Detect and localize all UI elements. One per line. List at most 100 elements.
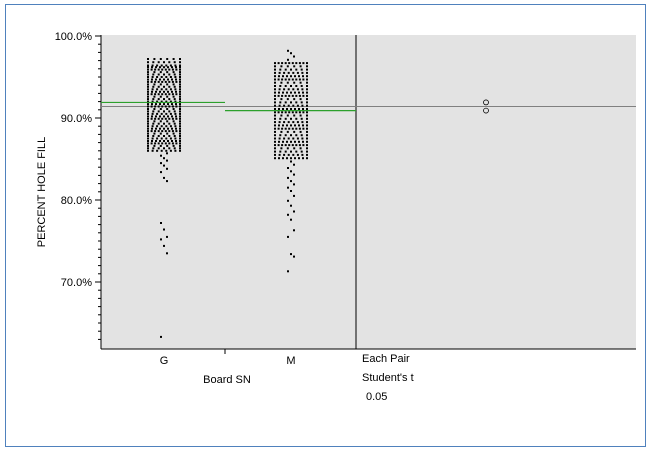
- data-point-g: [169, 149, 172, 152]
- data-point-g: [173, 122, 176, 125]
- data-point-m: [306, 81, 308, 84]
- data-point-g: [151, 125, 154, 128]
- data-point-m: [298, 144, 301, 147]
- data-point-m: [293, 210, 295, 213]
- x-axis-title: Board SN: [203, 374, 251, 386]
- data-point-g: [161, 117, 164, 120]
- data-point-m: [300, 101, 303, 104]
- data-point-g: [168, 135, 171, 137]
- data-point-m: [283, 137, 286, 140]
- data-point-g: [153, 120, 156, 123]
- data-point-g: [179, 130, 181, 133]
- data-point-m: [277, 94, 280, 97]
- data-point-g: [179, 83, 181, 86]
- data-point-g: [159, 66, 161, 69]
- data-point-g: [160, 335, 162, 338]
- data-point-m: [287, 71, 290, 74]
- data-point-g: [166, 108, 169, 110]
- comparison-circle-1: [483, 99, 489, 106]
- data-point-g: [175, 115, 177, 118]
- data-point-m: [306, 121, 308, 124]
- data-point-m: [281, 111, 284, 114]
- data-point-g: [166, 83, 169, 86]
- data-point-m: [290, 204, 292, 207]
- data-point-g: [160, 88, 163, 91]
- data-point-g: [179, 90, 181, 93]
- data-point-g: [160, 222, 162, 224]
- data-point-g: [154, 68, 157, 71]
- data-point-g: [159, 132, 162, 135]
- data-point-m: [274, 130, 276, 133]
- data-point-g: [174, 112, 177, 115]
- data-point-m: [274, 147, 276, 150]
- data-point-m: [306, 94, 308, 97]
- data-point-m: [293, 65, 296, 68]
- data-point-g: [152, 147, 155, 150]
- data-point-g: [154, 142, 157, 145]
- data-point-g: [155, 78, 157, 81]
- data-point-g: [161, 105, 164, 108]
- data-point-m: [286, 130, 289, 133]
- data-point-g: [147, 95, 149, 98]
- data-point-g: [166, 132, 169, 135]
- data-point-m: [298, 157, 300, 160]
- data-point-g: [168, 85, 171, 88]
- data-point-m: [302, 127, 305, 130]
- data-point-m: [280, 147, 283, 150]
- data-point-g: [179, 80, 181, 83]
- data-point-m: [290, 75, 292, 78]
- data-point-g: [157, 142, 160, 145]
- comparison-circles: [483, 99, 489, 114]
- data-point-g: [147, 117, 149, 120]
- data-point-m: [278, 71, 281, 74]
- data-point-g: [171, 127, 173, 130]
- data-point-g: [179, 98, 181, 101]
- data-point-m: [292, 88, 295, 91]
- data-point-g: [179, 132, 181, 135]
- comparison-label-line1: Each Pair: [362, 353, 410, 365]
- data-point-m: [293, 194, 295, 197]
- data-point-g: [159, 78, 161, 81]
- data-point-m: [298, 91, 300, 94]
- data-point-m: [294, 140, 296, 143]
- data-point-g: [168, 73, 171, 76]
- data-point-g: [168, 80, 171, 83]
- data-point-m: [291, 62, 294, 65]
- data-point-g: [161, 142, 164, 145]
- data-point-m: [292, 71, 295, 74]
- data-point-g: [168, 105, 171, 108]
- data-point-m: [282, 75, 284, 78]
- data-point-g: [165, 88, 168, 91]
- data-point-g: [166, 71, 169, 74]
- data-point-g: [147, 108, 149, 110]
- data-point-g: [164, 130, 167, 133]
- data-point-m: [287, 88, 290, 91]
- data-point-m: [295, 150, 298, 153]
- data-point-m: [279, 150, 282, 153]
- data-point-g: [155, 127, 157, 130]
- data-point-m: [296, 104, 299, 107]
- data-point-m: [286, 124, 288, 127]
- data-point-m: [306, 88, 308, 91]
- data-point-m: [281, 78, 284, 81]
- data-point-g: [164, 93, 167, 96]
- data-point-g: [179, 103, 181, 106]
- data-point-g: [172, 144, 175, 147]
- data-point-m: [306, 117, 308, 120]
- data-point-g: [155, 115, 157, 118]
- data-point-m: [295, 111, 298, 114]
- data-point-m: [295, 78, 298, 81]
- data-point-m: [295, 85, 298, 87]
- data-point-g: [165, 100, 168, 103]
- data-point-m: [296, 88, 299, 91]
- data-point-m: [287, 104, 290, 107]
- data-point-g: [147, 122, 149, 125]
- data-point-m: [274, 124, 276, 127]
- data-point-m: [306, 147, 308, 150]
- data-point-g: [155, 66, 157, 69]
- data-point-m: [296, 71, 299, 74]
- data-point-g: [179, 73, 181, 76]
- data-point-m: [284, 62, 287, 65]
- data-point-g: [159, 108, 162, 110]
- data-point-g: [179, 85, 181, 88]
